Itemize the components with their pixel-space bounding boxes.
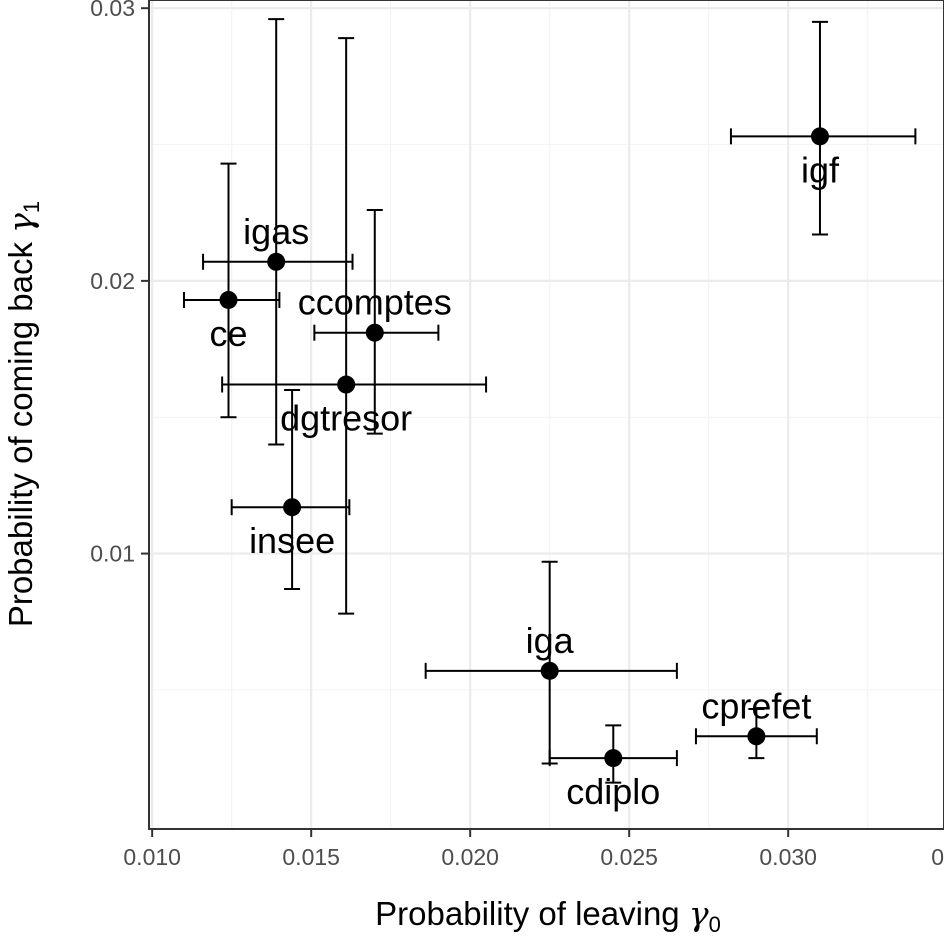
- x-tick-label: 0.0: [931, 844, 944, 870]
- point-insee: [283, 498, 302, 517]
- point-igf: [810, 127, 829, 146]
- point-ce: [219, 290, 238, 309]
- point-cprefet: [747, 727, 766, 746]
- y-tick-label: 0.03: [90, 0, 135, 21]
- x-tick-label: 0.030: [759, 844, 817, 870]
- point-iga: [540, 661, 559, 680]
- y-axis-title: Probability of coming back γ1: [1, 201, 44, 627]
- point-label-ccomptes: ccomptes: [298, 282, 452, 323]
- y-tick-label: 0.01: [90, 541, 135, 567]
- axes: 0.010 0.015 0.020 0.025 0.030 0.0 0.01 0.02 0.03: [90, 0, 944, 870]
- point-label-igf: igf: [801, 149, 840, 190]
- point-label-cprefet: cprefet: [701, 685, 811, 726]
- data-points: [219, 127, 829, 768]
- point-igas: [267, 252, 286, 271]
- point-label-insee: insee: [249, 520, 335, 561]
- point-labels: igf igas ce ccomptes dgtresor insee iga cprefet…: [209, 149, 839, 812]
- point-cdiplo: [604, 749, 623, 768]
- x-tick-label: 0.015: [282, 844, 340, 870]
- point-label-dgtresor: dgtresor: [280, 398, 412, 439]
- point-label-iga: iga: [526, 620, 575, 661]
- point-dgtresor: [337, 375, 356, 394]
- grid: [149, 0, 944, 829]
- panel-border: [148, 0, 944, 830]
- point-label-igas: igas: [243, 211, 309, 252]
- point-label-ce: ce: [209, 313, 247, 354]
- x-tick-label: 0.020: [441, 844, 499, 870]
- x-tick-label: 0.025: [600, 844, 658, 870]
- x-axis-title: Probability of leaving γ0: [375, 894, 721, 937]
- y-tick-label: 0.02: [90, 268, 135, 294]
- point-label-cdiplo: cdiplo: [566, 771, 660, 812]
- x-tick-label: 0.010: [123, 844, 181, 870]
- point-ccomptes: [365, 323, 384, 342]
